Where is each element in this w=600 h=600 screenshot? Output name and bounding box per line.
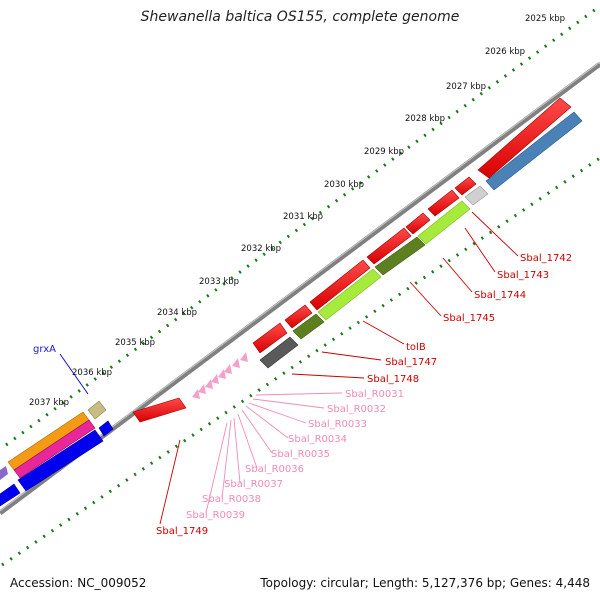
forward-cds-row (252, 97, 572, 354)
gene-label[interactable]: Sbal_R0036 (245, 464, 304, 475)
inner-tick-track (1, 156, 600, 567)
gene-olive-2[interactable] (292, 313, 325, 340)
tick-label: 2035 kbp (115, 338, 155, 348)
rna-arrow[interactable] (205, 379, 213, 389)
rna-arrow[interactable] (240, 352, 248, 362)
gene-tolb-upper[interactable] (366, 227, 412, 265)
gene-label[interactable]: Sbal_1748 (367, 374, 419, 385)
gene-label[interactable]: Sbal_R0031 (345, 389, 404, 400)
gene-labels: grxA Sbal_1742 Sbal_1743 Sbal_1744 Sbal_… (33, 253, 572, 537)
tick-label: 2026 kbp (485, 47, 525, 57)
gene-khaki[interactable] (87, 400, 107, 420)
map-title: Shewanella baltica OS155, complete genom… (140, 9, 460, 25)
tick-label: 2031 kbp (283, 212, 323, 222)
gene-sbal-1743[interactable] (454, 176, 477, 196)
gene-label[interactable]: tolB (406, 342, 426, 353)
tick-label: 2036 kbp (72, 368, 112, 378)
tick-label: 2029 kbp (364, 147, 404, 157)
rna-arrow[interactable] (232, 358, 240, 368)
gene-sbal-1742[interactable] (477, 97, 572, 179)
rna-arrow[interactable] (192, 389, 200, 399)
gene-label[interactable]: Sbal_R0038 (202, 494, 261, 505)
gene-label-grxa[interactable]: grxA (33, 344, 56, 355)
gene-label[interactable]: Sbal_R0033 (308, 419, 367, 430)
tick-label: 2037 kbp (29, 398, 69, 408)
genome-stats-text: Topology: circular; Length: 5,127,376 bp… (260, 576, 590, 590)
gene-lime-2[interactable] (317, 268, 382, 321)
accession-text: Accession: NC_009052 (10, 576, 147, 590)
gene-label[interactable]: Sbal_1744 (474, 290, 526, 301)
gene-blue-a[interactable] (17, 429, 104, 492)
gene-dark-gray[interactable] (259, 336, 299, 369)
gene-sbal-1749-shape[interactable] (132, 397, 187, 423)
gene-label[interactable]: Sbal_R0037 (224, 479, 283, 490)
tick-label: 2025 kbp (525, 14, 565, 24)
gene-magenta[interactable] (13, 419, 96, 479)
rna-arrow[interactable] (218, 369, 226, 379)
gene-blue-b[interactable] (98, 420, 114, 437)
gene-label[interactable]: Sbal_1749 (156, 526, 208, 537)
rna-gene-cluster (192, 352, 248, 399)
gene-light-gray[interactable] (464, 185, 489, 206)
gene-label[interactable]: Sbal_R0034 (288, 434, 347, 445)
gene-red-small[interactable] (252, 322, 288, 354)
rna-arrow[interactable] (224, 364, 232, 374)
tick-label: 2033 kbp (199, 277, 239, 287)
genome-backbone-highlight (0, 61, 600, 512)
gene-sbal-1744[interactable] (427, 189, 460, 217)
gene-sbal-1747-upper[interactable] (309, 259, 371, 311)
gene-label[interactable]: Sbal_R0035 (271, 449, 330, 460)
reverse-cds-row (259, 111, 583, 369)
outer-tick-track (5, 4, 600, 447)
gene-blue-c[interactable] (0, 483, 21, 507)
gene-olive-1[interactable] (374, 236, 426, 276)
label-leaders (59, 211, 519, 525)
scale-ticks: 2025 kbp 2026 kbp 2027 kbp 2028 kbp 2029… (29, 14, 565, 408)
gene-blue-long[interactable] (485, 111, 583, 191)
gene-lime-1[interactable] (417, 200, 471, 245)
gene-label[interactable]: Sbal_R0039 (186, 510, 245, 521)
gene-label[interactable]: Sbal_1742 (520, 253, 572, 264)
gene-label[interactable]: Sbal_1745 (443, 313, 495, 324)
rna-arrow[interactable] (211, 374, 219, 384)
tick-label: 2030 kbp (324, 180, 364, 190)
gene-label[interactable]: Sbal_1743 (497, 270, 549, 281)
gene-sbal-1745[interactable] (405, 212, 431, 235)
gene-purple-edge[interactable] (0, 466, 8, 480)
tick-label: 2032 kbp (241, 244, 281, 254)
tick-label: 2034 kbp (157, 308, 197, 318)
tick-label: 2028 kbp (405, 114, 445, 124)
gene-label[interactable]: Sbal_1747 (385, 357, 437, 368)
left-gene-cluster (0, 397, 187, 507)
rna-arrow[interactable] (198, 384, 206, 394)
gene-label[interactable]: Sbal_R0032 (327, 404, 386, 415)
tick-label: 2027 kbp (446, 82, 486, 92)
gene-sbal-1748-upper[interactable] (284, 304, 313, 329)
